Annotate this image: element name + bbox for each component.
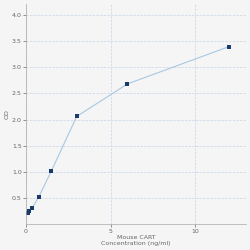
Point [49,169,53,173]
Point [30,206,34,210]
Y-axis label: OD: OD [4,110,9,119]
Point [126,82,130,86]
Point [27,209,31,213]
Point [37,195,41,199]
X-axis label: Mouse CART
Concentration (ng/ml): Mouse CART Concentration (ng/ml) [101,235,171,246]
Point [26,211,30,215]
Point [75,114,79,118]
Point [25,212,29,216]
Point [227,45,231,49]
